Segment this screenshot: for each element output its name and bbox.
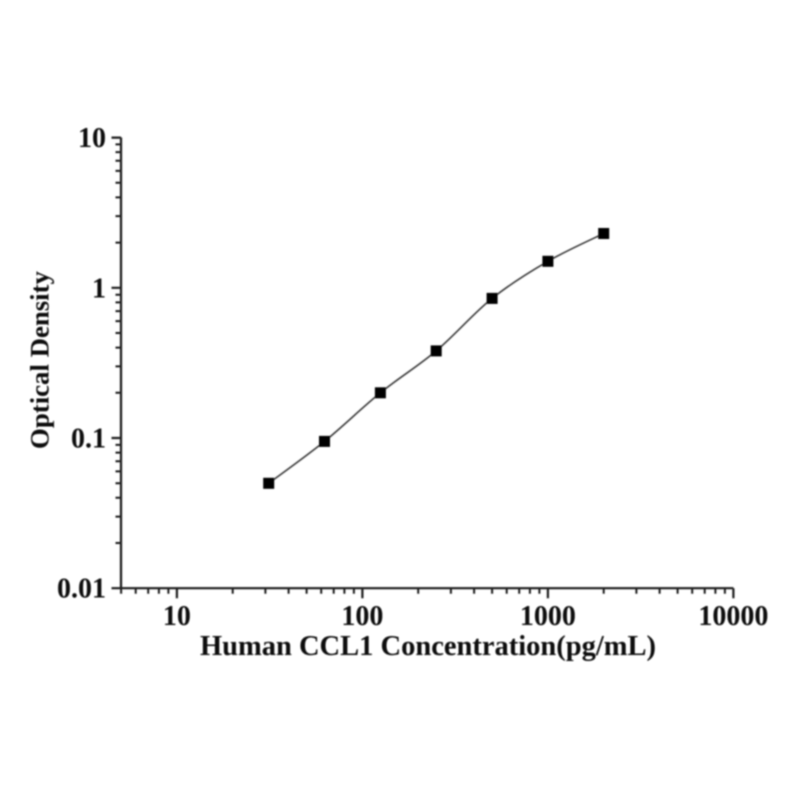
svg-text:100: 100: [341, 601, 383, 632]
svg-text:0.01: 0.01: [57, 574, 106, 605]
svg-text:Optical Density: Optical Density: [25, 270, 55, 448]
svg-text:Human CCL1 Concentration(pg/mL: Human CCL1 Concentration(pg/mL): [200, 631, 656, 662]
svg-text:10: 10: [163, 601, 191, 632]
svg-text:1000: 1000: [520, 601, 576, 632]
svg-text:0.1: 0.1: [71, 424, 106, 455]
svg-text:1: 1: [92, 273, 106, 304]
svg-text:10: 10: [78, 123, 106, 154]
svg-text:10000: 10000: [698, 601, 768, 632]
